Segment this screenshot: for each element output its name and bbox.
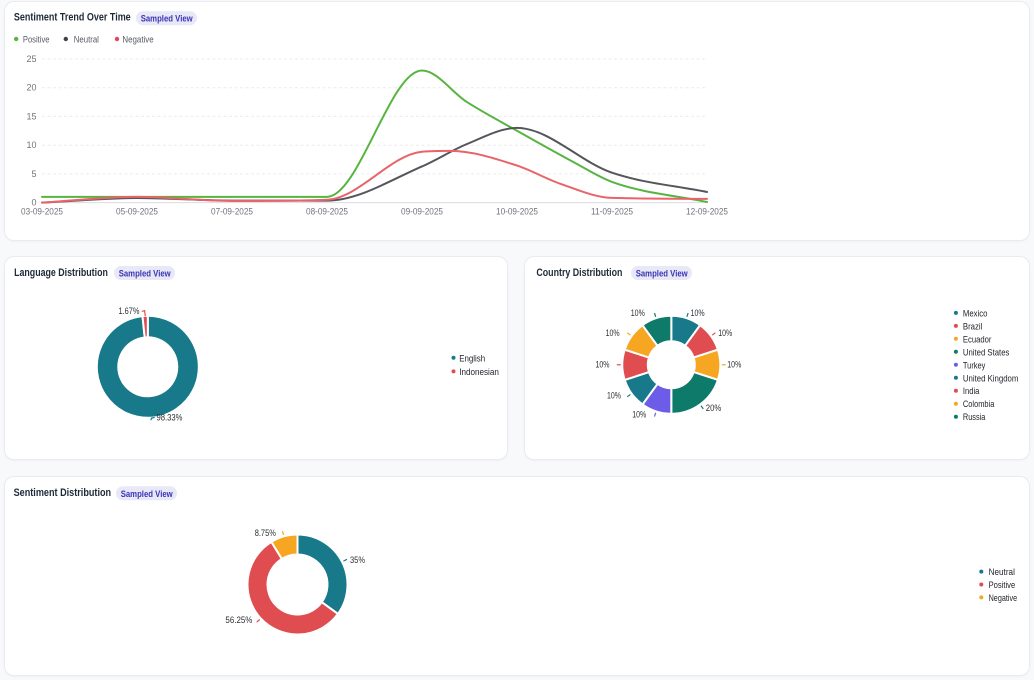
svg-text:English: English [459,353,485,363]
svg-text:Ecuador: Ecuador [963,334,992,344]
svg-text:35%: 35% [350,555,365,565]
svg-text:10: 10 [26,140,36,150]
svg-text:10-09-2025: 10-09-2025 [496,207,538,217]
svg-text:Sampled View: Sampled View [636,269,689,279]
svg-text:10%: 10% [607,390,621,400]
svg-text:Negative: Negative [989,593,1018,603]
svg-text:98.33%: 98.33% [157,412,183,422]
svg-text:Sampled View: Sampled View [119,269,172,279]
svg-text:Mexico: Mexico [963,308,988,318]
svg-text:10%: 10% [596,359,610,369]
svg-text:15: 15 [26,111,36,121]
svg-text:Russia: Russia [963,412,986,422]
svg-text:08-09-2025: 08-09-2025 [306,207,348,217]
svg-text:5: 5 [31,169,36,179]
svg-text:Neutral: Neutral [74,35,99,45]
svg-text:Country Distribution: Country Distribution [536,267,622,279]
svg-text:20%: 20% [706,403,722,413]
svg-text:Turkey: Turkey [963,360,986,370]
svg-text:Positive: Positive [23,35,50,45]
svg-text:Neutral: Neutral [989,567,1015,577]
svg-text:10%: 10% [606,328,620,338]
svg-text:25: 25 [26,54,36,64]
svg-text:03-09-2025: 03-09-2025 [21,207,63,217]
svg-text:Negative: Negative [122,35,153,45]
svg-text:1.67%: 1.67% [119,306,140,316]
svg-text:India: India [963,386,980,396]
svg-text:Indonesian: Indonesian [459,367,499,377]
svg-text:Language Distribution: Language Distribution [14,267,108,279]
svg-text:20: 20 [26,83,36,93]
svg-text:8.75%: 8.75% [255,528,276,538]
svg-text:10%: 10% [727,359,741,369]
svg-text:11-09-2025: 11-09-2025 [591,207,633,217]
svg-text:Sentiment Trend Over Time: Sentiment Trend Over Time [14,12,131,24]
svg-text:0: 0 [31,198,36,208]
svg-text:United States: United States [963,347,1010,357]
svg-text:10%: 10% [632,410,646,420]
svg-text:09-09-2025: 09-09-2025 [401,207,443,217]
svg-text:Positive: Positive [989,580,1016,590]
svg-text:10%: 10% [691,308,705,318]
svg-text:Sampled View: Sampled View [121,489,174,499]
svg-text:Brazil: Brazil [963,321,983,331]
svg-text:10%: 10% [631,308,645,318]
svg-text:Sampled View: Sampled View [141,14,194,24]
svg-text:10%: 10% [718,328,732,338]
svg-text:56.25%: 56.25% [225,615,252,625]
svg-text:05-09-2025: 05-09-2025 [116,207,158,217]
svg-text:Sentiment Distribution: Sentiment Distribution [14,487,112,499]
svg-text:Colombia: Colombia [963,399,995,409]
svg-text:United Kingdom: United Kingdom [963,373,1019,383]
svg-text:07-09-2025: 07-09-2025 [211,207,253,217]
svg-text:12-09-2025: 12-09-2025 [686,207,728,217]
